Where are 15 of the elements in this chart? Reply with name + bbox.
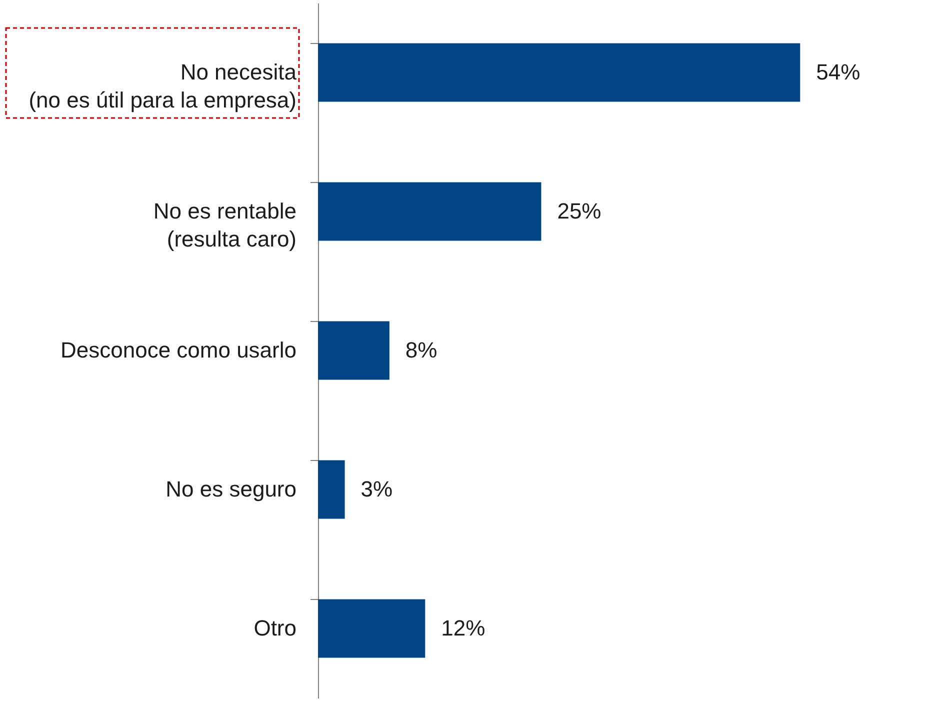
y-tick-label: No es rentable (resulta caro)	[153, 198, 296, 252]
y-tick-label: No es seguro	[166, 476, 296, 502]
y-tick-label: Desconoce como usarlo	[60, 338, 296, 362]
bar	[318, 43, 800, 102]
y-tick-label: Otro	[254, 616, 296, 640]
bar	[318, 599, 426, 658]
y-tick-label: No necesita (no es útil para la empresa)	[28, 60, 298, 112]
bar	[318, 182, 542, 241]
data-label: 54%	[816, 60, 860, 84]
bar	[318, 460, 345, 519]
data-label: 12%	[441, 616, 486, 640]
data-label: 25%	[557, 198, 602, 224]
data-label: 8%	[405, 338, 438, 362]
bar	[318, 321, 390, 380]
data-label: 3%	[360, 476, 393, 502]
